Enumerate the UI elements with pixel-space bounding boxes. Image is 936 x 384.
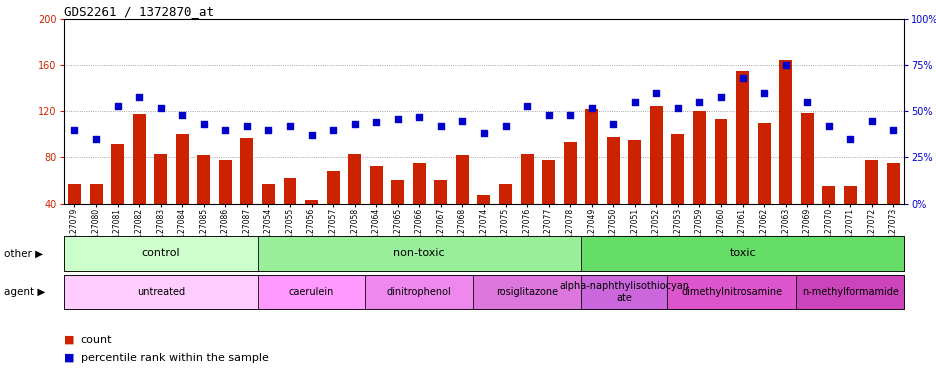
Bar	[843, 186, 856, 204]
Point	[239, 123, 254, 129]
Point	[326, 127, 341, 133]
Point	[88, 136, 103, 142]
Bar	[520, 154, 533, 204]
Bar	[650, 106, 662, 204]
Bar	[219, 160, 231, 204]
Text: agent ▶: agent ▶	[4, 287, 45, 297]
Point	[217, 127, 232, 133]
Text: untreated: untreated	[137, 287, 184, 297]
Bar	[68, 184, 80, 204]
Point	[885, 127, 899, 133]
Text: count: count	[80, 335, 112, 345]
Bar	[133, 114, 145, 204]
Bar	[176, 134, 188, 204]
Text: alpha-naphthylisothiocyan
ate: alpha-naphthylisothiocyan ate	[559, 281, 688, 303]
Bar	[305, 200, 317, 204]
Bar	[607, 137, 619, 204]
Bar	[154, 154, 167, 204]
Point	[346, 121, 361, 127]
Text: n-methylformamide: n-methylformamide	[801, 287, 898, 297]
Text: other ▶: other ▶	[4, 248, 43, 258]
Bar	[886, 163, 899, 204]
Bar	[822, 186, 834, 204]
Point	[260, 127, 275, 133]
Bar	[413, 163, 425, 204]
Point	[303, 132, 318, 138]
Bar	[757, 123, 769, 204]
Text: dinitrophenol: dinitrophenol	[387, 287, 451, 297]
Bar	[499, 184, 511, 204]
Point	[777, 62, 792, 68]
Point	[863, 118, 878, 124]
Text: toxic: toxic	[728, 248, 755, 258]
Point	[626, 99, 641, 105]
Bar	[434, 180, 446, 204]
Bar	[284, 178, 296, 204]
Bar	[197, 155, 210, 204]
Bar	[693, 111, 705, 204]
Point	[131, 94, 146, 100]
Bar	[90, 184, 102, 204]
Point	[712, 94, 727, 100]
Bar	[542, 160, 554, 204]
Point	[755, 90, 770, 96]
Point	[454, 118, 469, 124]
Point	[153, 104, 168, 111]
Point	[368, 119, 383, 126]
Point	[841, 136, 856, 142]
Bar	[370, 166, 382, 204]
Bar	[111, 144, 124, 204]
Bar	[779, 60, 791, 204]
Point	[519, 103, 534, 109]
Bar	[456, 155, 468, 204]
Text: percentile rank within the sample: percentile rank within the sample	[80, 353, 269, 363]
Text: non-toxic: non-toxic	[393, 248, 445, 258]
Text: ■: ■	[64, 335, 74, 345]
Bar	[241, 138, 253, 204]
Point	[648, 90, 663, 96]
Point	[562, 112, 577, 118]
Point	[820, 123, 835, 129]
Point	[798, 99, 813, 105]
Point	[282, 123, 297, 129]
Bar	[563, 142, 576, 204]
Point	[432, 123, 447, 129]
Bar	[585, 109, 597, 204]
Text: rosiglitazone: rosiglitazone	[495, 287, 558, 297]
Bar	[348, 154, 360, 204]
Bar	[800, 113, 812, 204]
Bar	[628, 140, 640, 204]
Point	[497, 123, 512, 129]
Bar	[477, 195, 490, 204]
Point	[411, 114, 426, 120]
Point	[66, 127, 82, 133]
Bar	[865, 160, 877, 204]
Point	[389, 116, 404, 122]
Point	[669, 104, 684, 111]
Text: dimethylnitrosamine: dimethylnitrosamine	[680, 287, 782, 297]
Point	[174, 112, 189, 118]
Point	[734, 75, 749, 81]
Bar	[327, 171, 339, 204]
Point	[475, 131, 490, 137]
Bar	[391, 180, 403, 204]
Text: ■: ■	[64, 353, 74, 363]
Bar	[736, 71, 748, 204]
Point	[196, 121, 211, 127]
Bar	[714, 119, 726, 204]
Point	[605, 121, 620, 127]
Point	[584, 104, 599, 111]
Bar	[671, 134, 683, 204]
Bar	[262, 184, 274, 204]
Text: GDS2261 / 1372870_at: GDS2261 / 1372870_at	[64, 5, 213, 18]
Text: control: control	[141, 248, 180, 258]
Point	[110, 103, 124, 109]
Point	[691, 99, 706, 105]
Text: caerulein: caerulein	[288, 287, 334, 297]
Point	[540, 112, 555, 118]
